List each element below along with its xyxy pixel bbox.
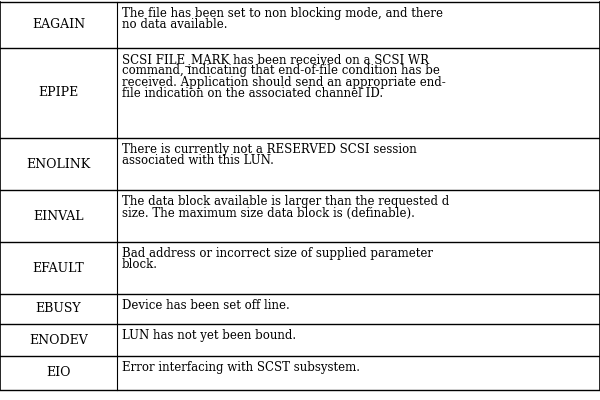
Text: SCSI FILE_MARK has been received on a SCSI WR: SCSI FILE_MARK has been received on a SC… (122, 53, 429, 66)
Text: The data block available is larger than the requested d: The data block available is larger than … (122, 195, 449, 208)
Text: LUN has not yet been bound.: LUN has not yet been bound. (122, 329, 296, 342)
Text: associated with this LUN.: associated with this LUN. (122, 154, 274, 168)
Text: EAGAIN: EAGAIN (32, 18, 85, 32)
Text: file indication on the associated channel ID.: file indication on the associated channe… (122, 88, 383, 100)
Text: EINVAL: EINVAL (33, 210, 84, 222)
Text: received. Application should send an appropriate end-: received. Application should send an app… (122, 76, 446, 89)
Text: ENODEV: ENODEV (29, 334, 88, 346)
Text: There is currently not a RESERVED SCSI session: There is currently not a RESERVED SCSI s… (122, 143, 417, 156)
Text: Bad address or incorrect size of supplied parameter: Bad address or incorrect size of supplie… (122, 247, 433, 260)
Text: block.: block. (122, 258, 158, 272)
Text: ENOLINK: ENOLINK (26, 158, 91, 170)
Text: The file has been set to non blocking mode, and there: The file has been set to non blocking mo… (122, 7, 443, 20)
Text: size. The maximum size data block is (definable).: size. The maximum size data block is (de… (122, 206, 415, 220)
Text: EPIPE: EPIPE (38, 86, 79, 100)
Text: no data available.: no data available. (122, 18, 227, 32)
Text: Device has been set off line.: Device has been set off line. (122, 299, 290, 312)
Text: EIO: EIO (46, 366, 71, 380)
Text: command, indicating that end-of-file condition has be: command, indicating that end-of-file con… (122, 64, 440, 78)
Text: Error interfacing with SCST subsystem.: Error interfacing with SCST subsystem. (122, 361, 360, 374)
Text: EFAULT: EFAULT (32, 262, 85, 274)
Text: EBUSY: EBUSY (35, 302, 82, 316)
